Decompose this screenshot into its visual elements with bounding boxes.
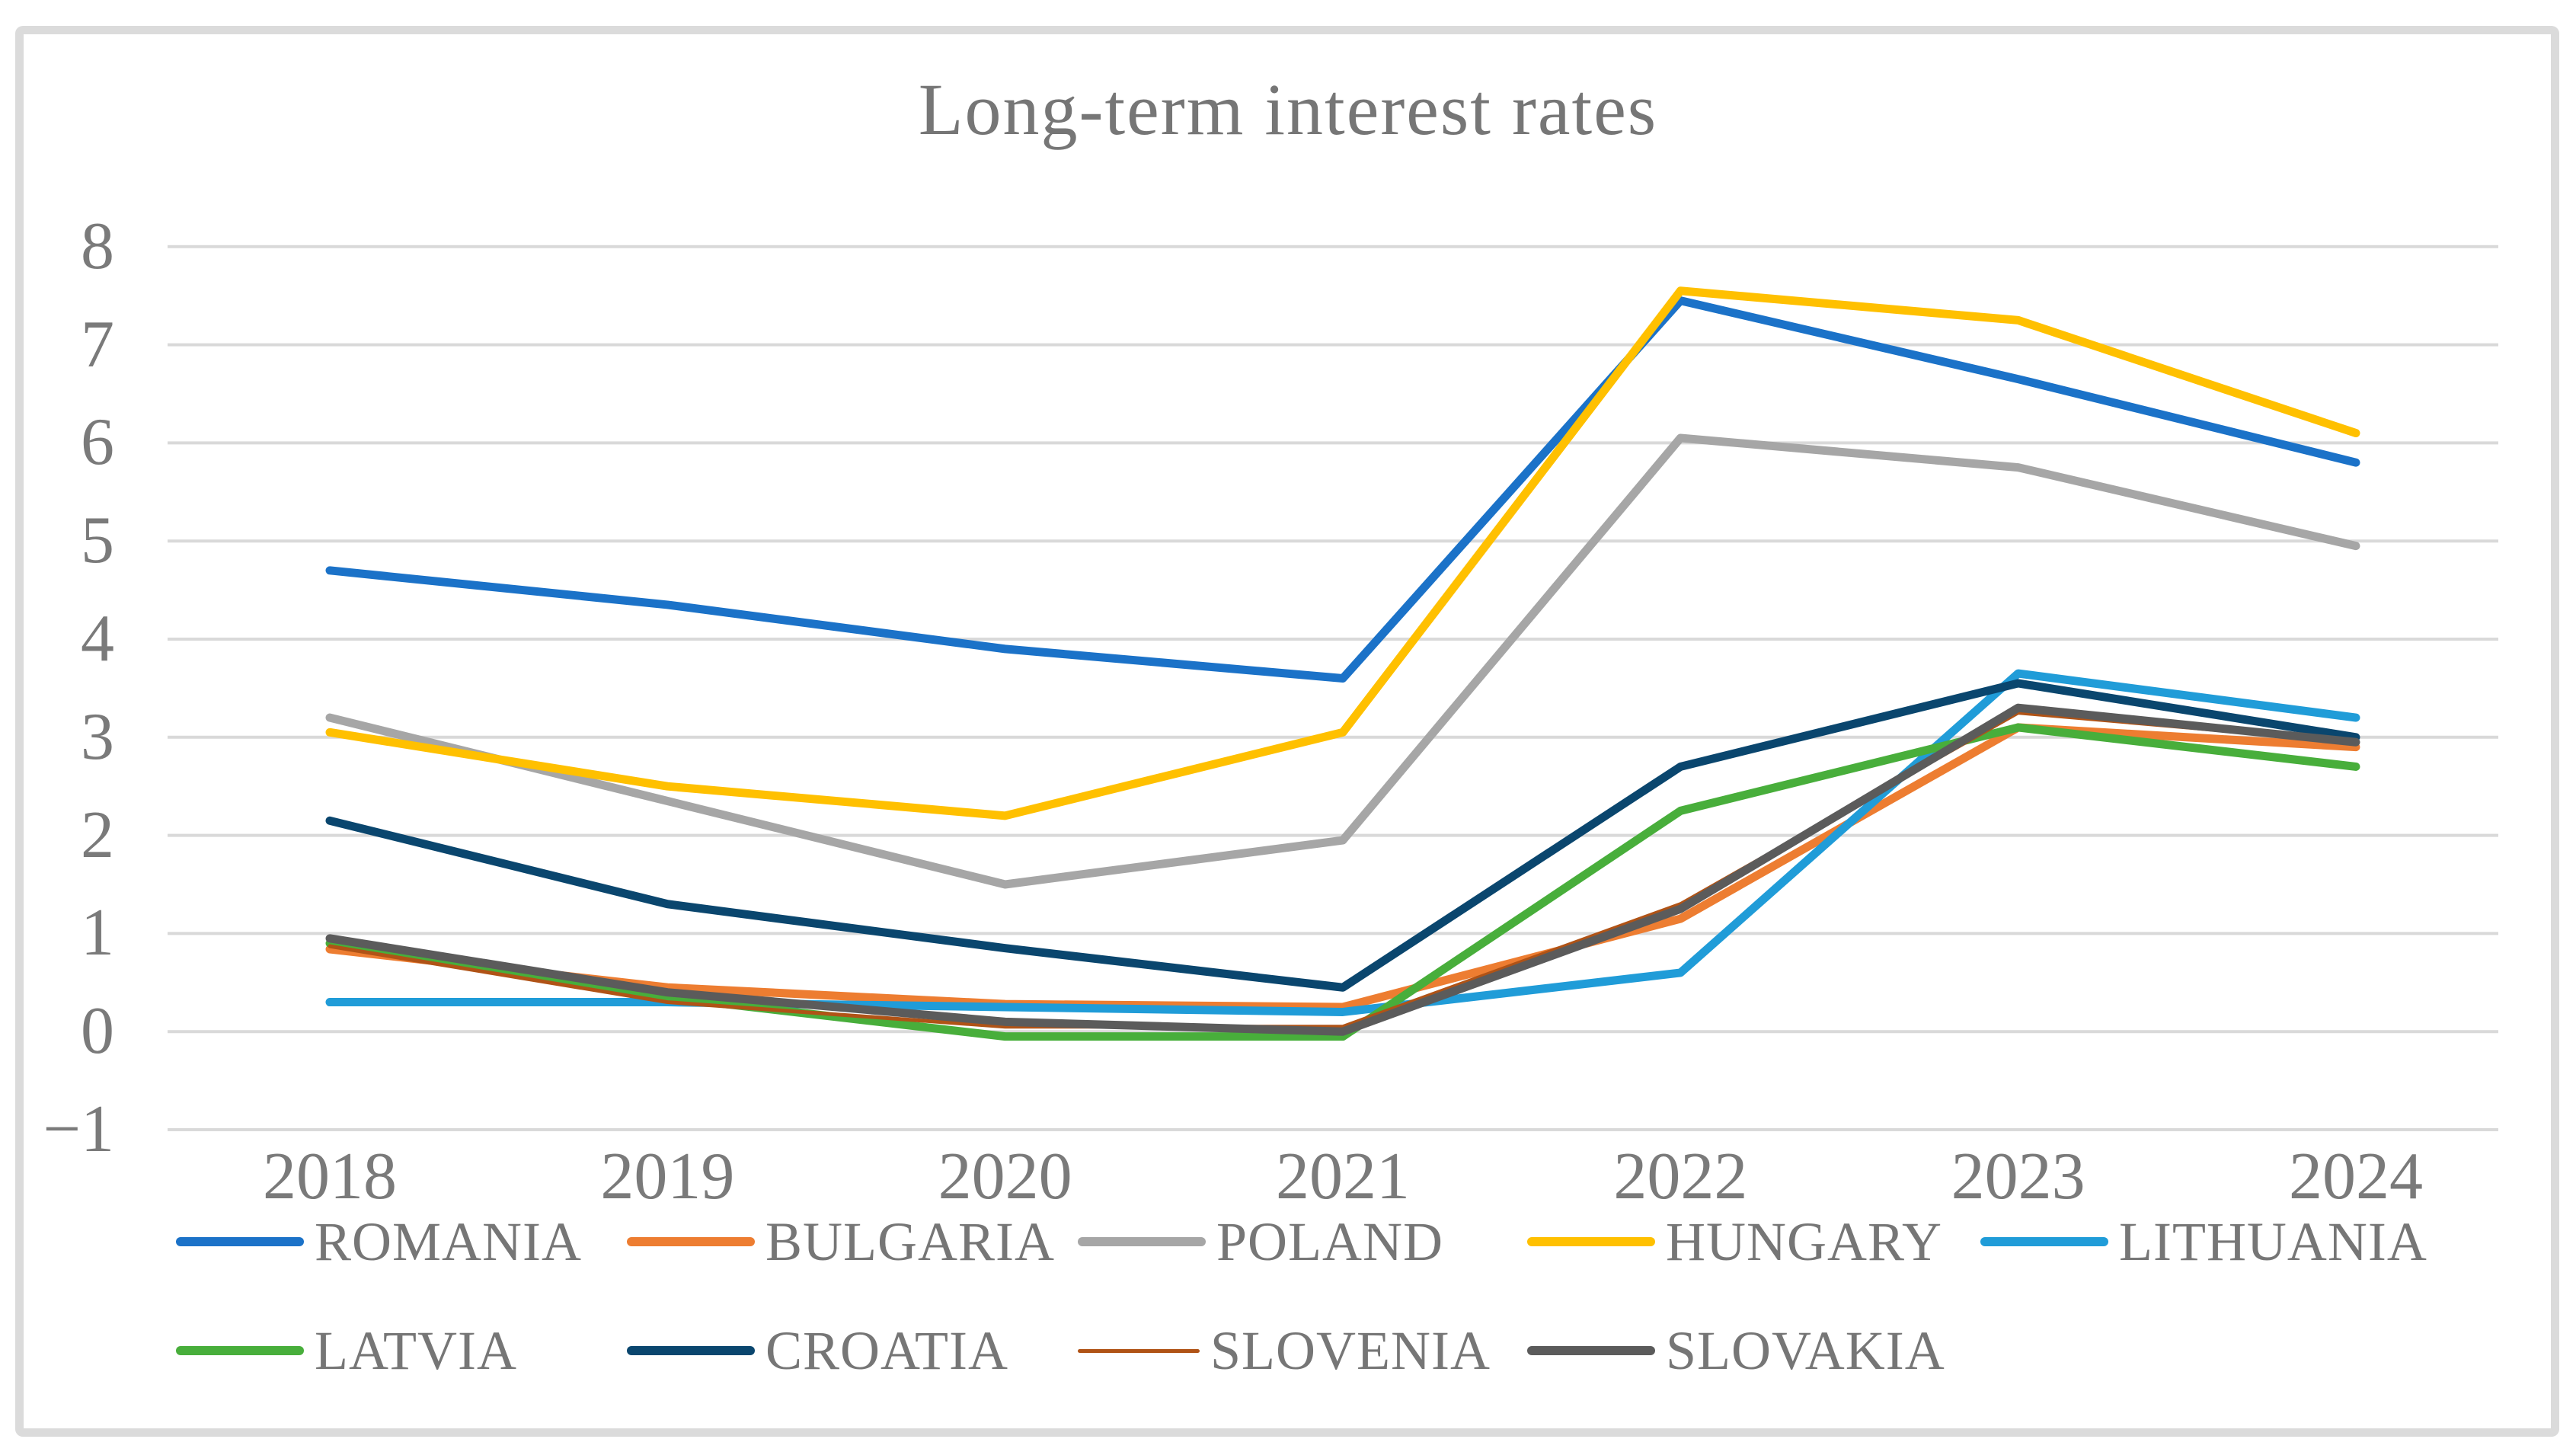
chart-title: Long-term interest rates: [918, 69, 1658, 150]
legend-swatch-poland: [1078, 1237, 1206, 1246]
legend-label: LITHUANIA: [2119, 1210, 2427, 1272]
legend-swatch-hungary: [1527, 1237, 1655, 1246]
y-tick-label: 2: [81, 798, 114, 872]
legend-item-latvia: LATVIA: [176, 1313, 517, 1389]
line-bulgaria: [325, 723, 2360, 1012]
series-lines: [325, 286, 2360, 1041]
x-tick-label: 2019: [600, 1140, 735, 1214]
y-tick-label: 7: [81, 307, 114, 382]
x-tick-label: 2024: [2288, 1140, 2423, 1214]
y-tick-label: 5: [81, 504, 114, 578]
legend-label: POLAND: [1216, 1210, 1444, 1272]
legend-label: SLOVAKIA: [1666, 1319, 1945, 1381]
y-tick-label: 4: [81, 602, 114, 676]
legend-label: SLOVENIA: [1210, 1319, 1491, 1381]
x-tick-label: 2018: [263, 1140, 397, 1214]
legend-item-slovakia: SLOVAKIA: [1527, 1313, 1945, 1389]
line-slovakia: [325, 703, 2360, 1036]
x-tick-label: 2022: [1613, 1140, 1748, 1214]
legend-item-hungary: HUNGARY: [1527, 1204, 1942, 1280]
line-hungary: [325, 286, 2360, 820]
line-latvia: [325, 723, 2360, 1041]
x-tick-label: 2021: [1275, 1140, 1410, 1214]
y-tick-label: 6: [81, 405, 114, 480]
legend-item-lithuania: LITHUANIA: [1980, 1204, 2427, 1280]
legend-swatch-romania: [176, 1237, 304, 1246]
legend-label: ROMANIA: [315, 1210, 583, 1272]
legend-item-poland: POLAND: [1078, 1204, 1443, 1280]
legend-label: CROATIA: [765, 1319, 1009, 1381]
legend-item-slovenia: SLOVENIA: [1078, 1313, 1491, 1389]
line-romania: [325, 296, 2360, 683]
x-tick-label: 2023: [1951, 1140, 2085, 1214]
legend-item-romania: ROMANIA: [176, 1204, 582, 1280]
y-tick-label: 3: [81, 699, 114, 774]
x-tick-label: 2020: [938, 1140, 1072, 1214]
line-slovenia: [328, 711, 2358, 1029]
legend-label: LATVIA: [315, 1319, 517, 1381]
legend-swatch-croatia: [627, 1346, 755, 1355]
legend-item-croatia: CROATIA: [627, 1313, 1008, 1389]
legend-swatch-bulgaria: [627, 1237, 755, 1246]
legend-label: BULGARIA: [765, 1210, 1055, 1272]
y-tick-label: 1: [81, 896, 114, 971]
y-tick-label: 8: [81, 209, 114, 283]
legend-label: HUNGARY: [1666, 1210, 1943, 1272]
legend-swatch-latvia: [176, 1346, 304, 1355]
y-tick-label: 0: [81, 994, 114, 1069]
legend-item-bulgaria: BULGARIA: [627, 1204, 1055, 1280]
line-poland: [325, 433, 2360, 889]
line-croatia: [325, 679, 2360, 992]
legend-swatch-slovenia: [1078, 1348, 1200, 1353]
legend-swatch-lithuania: [1980, 1237, 2108, 1246]
y-tick-label: −1: [43, 1092, 114, 1166]
legend-swatch-slovakia: [1527, 1346, 1655, 1355]
